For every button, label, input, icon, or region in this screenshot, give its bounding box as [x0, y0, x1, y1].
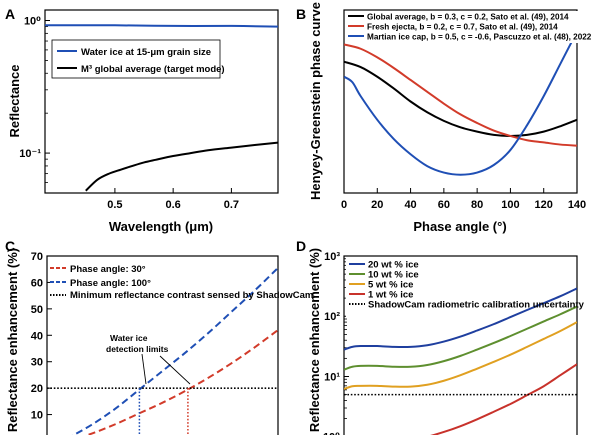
legend-label-m3: M³ global average (target mode): [81, 64, 225, 75]
legend-label-phase-30: Phase angle: 30°: [70, 264, 146, 275]
y-tick-label: 10⁰: [24, 15, 41, 27]
x-tick-label: 0.7: [224, 199, 239, 211]
x-tick-label: 0.5: [107, 199, 122, 211]
series-line-20-wt-ice: [344, 287, 577, 351]
y-tick-label: 30: [31, 357, 43, 369]
panel-b-frame: [343, 9, 578, 194]
y-tick-label: 10⁰: [323, 432, 340, 435]
panel-a-ticks: 0.5 0.6 0.7 10⁰ 10⁻¹: [19, 15, 239, 211]
legend-label-calibration: ShadowCam radiometric calibration uncert…: [368, 300, 585, 311]
panel-b-legend-box: [346, 11, 590, 43]
panel-c-label: C: [5, 238, 15, 254]
panel-c-annotation-line2: detection limits: [106, 344, 169, 354]
panel-d-ylabel: Reflectance enhancement (%): [307, 248, 322, 432]
y-tick-label: 10¹: [324, 371, 340, 383]
legend-label-water-ice: Water ice at 15-μm grain size: [81, 47, 211, 58]
y-tick-label: 20: [31, 383, 43, 395]
panel-a-frame: [44, 9, 279, 194]
y-tick-label: 10²: [324, 311, 340, 323]
panel-d: D Reflectance enhancement (%) 10⁰10¹10²1…: [296, 238, 585, 435]
panel-b-legend: Global average, b = 0.3, c = 0.2, Sato e…: [346, 11, 592, 43]
series-line-phase-angle-30: [84, 329, 278, 435]
panel-d-frame: [343, 255, 578, 435]
panel-b-series: [344, 31, 577, 176]
panel-a-label: A: [5, 6, 15, 22]
panel-c-annotation-arrow-right: [159, 355, 191, 385]
panel-d-legend-box: [346, 258, 496, 318]
legend-label-fresh-ejecta: Fresh ejecta, b = 0.2, c = 0.7, Sato et …: [367, 23, 558, 32]
panel-b-ticks: 0 20 40 60 80 100 120 140: [341, 188, 586, 211]
x-tick-label: 140: [568, 199, 586, 211]
panel-c-annotation-line1: Water ice: [110, 333, 148, 343]
legend-label-min-contrast: Minimum reflectance contrast sensed by S…: [70, 290, 313, 301]
panel-d-series: [344, 287, 577, 435]
series-line-martian-ice-cap-b-0-5-c-0-6-pascuzzo-et-: [344, 31, 577, 176]
x-tick-label: 80: [471, 199, 483, 211]
y-tick-label: 10³: [324, 251, 340, 263]
y-tick-label: 70: [31, 251, 43, 263]
panel-a: A Reflectance Wavelength (μm) 0.5 0.6 0.7 1…: [5, 6, 279, 234]
series-line-phase-angle-100: [71, 267, 278, 435]
legend-label-10wt: 10 wt % ice: [368, 270, 419, 281]
y-tick-label: 10: [31, 410, 43, 422]
panel-b-label: B: [296, 6, 306, 22]
panel-c: C Reflectance enhancement (%) 10 20 30 40 50…: [5, 238, 313, 435]
x-tick-label: 20: [371, 199, 383, 211]
panel-b: B Henyey-Greenstein phase curve Phase an…: [296, 2, 592, 234]
series-line-m-global-average-target-mode: [85, 141, 278, 192]
series-line-1-wt-ice: [430, 363, 577, 435]
legend-label-global-average: Global average, b = 0.3, c = 0.2, Sato e…: [367, 13, 569, 22]
series-line-10-wt-ice: [344, 305, 577, 371]
x-tick-label: 120: [535, 199, 553, 211]
series-line-global-average-b-0-3-c-0-2-sato-et-al-49: [344, 60, 577, 137]
panel-a-legend: Water ice at 15-μm grain size M³ global …: [51, 39, 225, 79]
y-tick-label: 50: [31, 304, 43, 316]
y-tick-label: 10⁻¹: [19, 148, 41, 160]
panel-d-label: D: [296, 238, 306, 254]
y-tick-label: 60: [31, 277, 43, 289]
legend-label-martian-ice-cap: Martian ice cap, b = 0.5, c = -0.6, Pasc…: [367, 33, 592, 42]
panel-c-ylabel: Reflectance enhancement (%): [5, 248, 20, 432]
legend-label-phase-100: Phase angle: 100°: [70, 278, 151, 289]
series-line-water-ice-at-15-m-grain-size: [45, 24, 278, 28]
series-line-fresh-ejecta-b-0-2-c-0-7-sato-et-al-49-2: [344, 43, 577, 147]
x-tick-label: 0.6: [166, 199, 181, 211]
panel-c-frame: [46, 255, 279, 435]
panel-c-legend: Phase angle: 30° Phase angle: 100° Minim…: [50, 264, 313, 301]
panel-a-xlabel: Wavelength (μm): [109, 219, 213, 234]
legend-label-1wt: 1 wt % ice: [368, 290, 413, 301]
legend-label-min-contrast-text: Minimum reflectance contrast sensed by S…: [70, 290, 313, 301]
panel-a-legend-box: [51, 39, 221, 79]
x-tick-label: 0: [341, 199, 347, 211]
panel-d-legend: 20 wt % ice 10 wt % ice 5 wt % ice 1 wt …: [346, 258, 585, 318]
panel-b-xlabel: Phase angle (°): [413, 219, 506, 234]
panel-a-series: [45, 24, 278, 192]
y-tick-label: 40: [31, 330, 43, 342]
series-line-5-wt-ice: [344, 321, 577, 390]
panel-b-ylabel: Henyey-Greenstein phase curve: [308, 2, 323, 200]
x-tick-label: 60: [438, 199, 450, 211]
panel-d-ticks: 10⁰ 10¹ 10² 10³: [323, 251, 349, 435]
x-tick-label: 100: [501, 199, 519, 211]
panel-c-ticks: 10 20 30 40 50 60 70: [31, 251, 52, 422]
panel-c-annotation-arrow-left: [141, 353, 147, 385]
legend-label-20wt: 20 wt % ice: [368, 260, 419, 271]
legend-label-5wt: 5 wt % ice: [368, 280, 413, 291]
panel-c-series: [47, 267, 278, 435]
x-tick-label: 40: [404, 199, 416, 211]
panel-a-ylabel: Reflectance: [7, 65, 22, 138]
